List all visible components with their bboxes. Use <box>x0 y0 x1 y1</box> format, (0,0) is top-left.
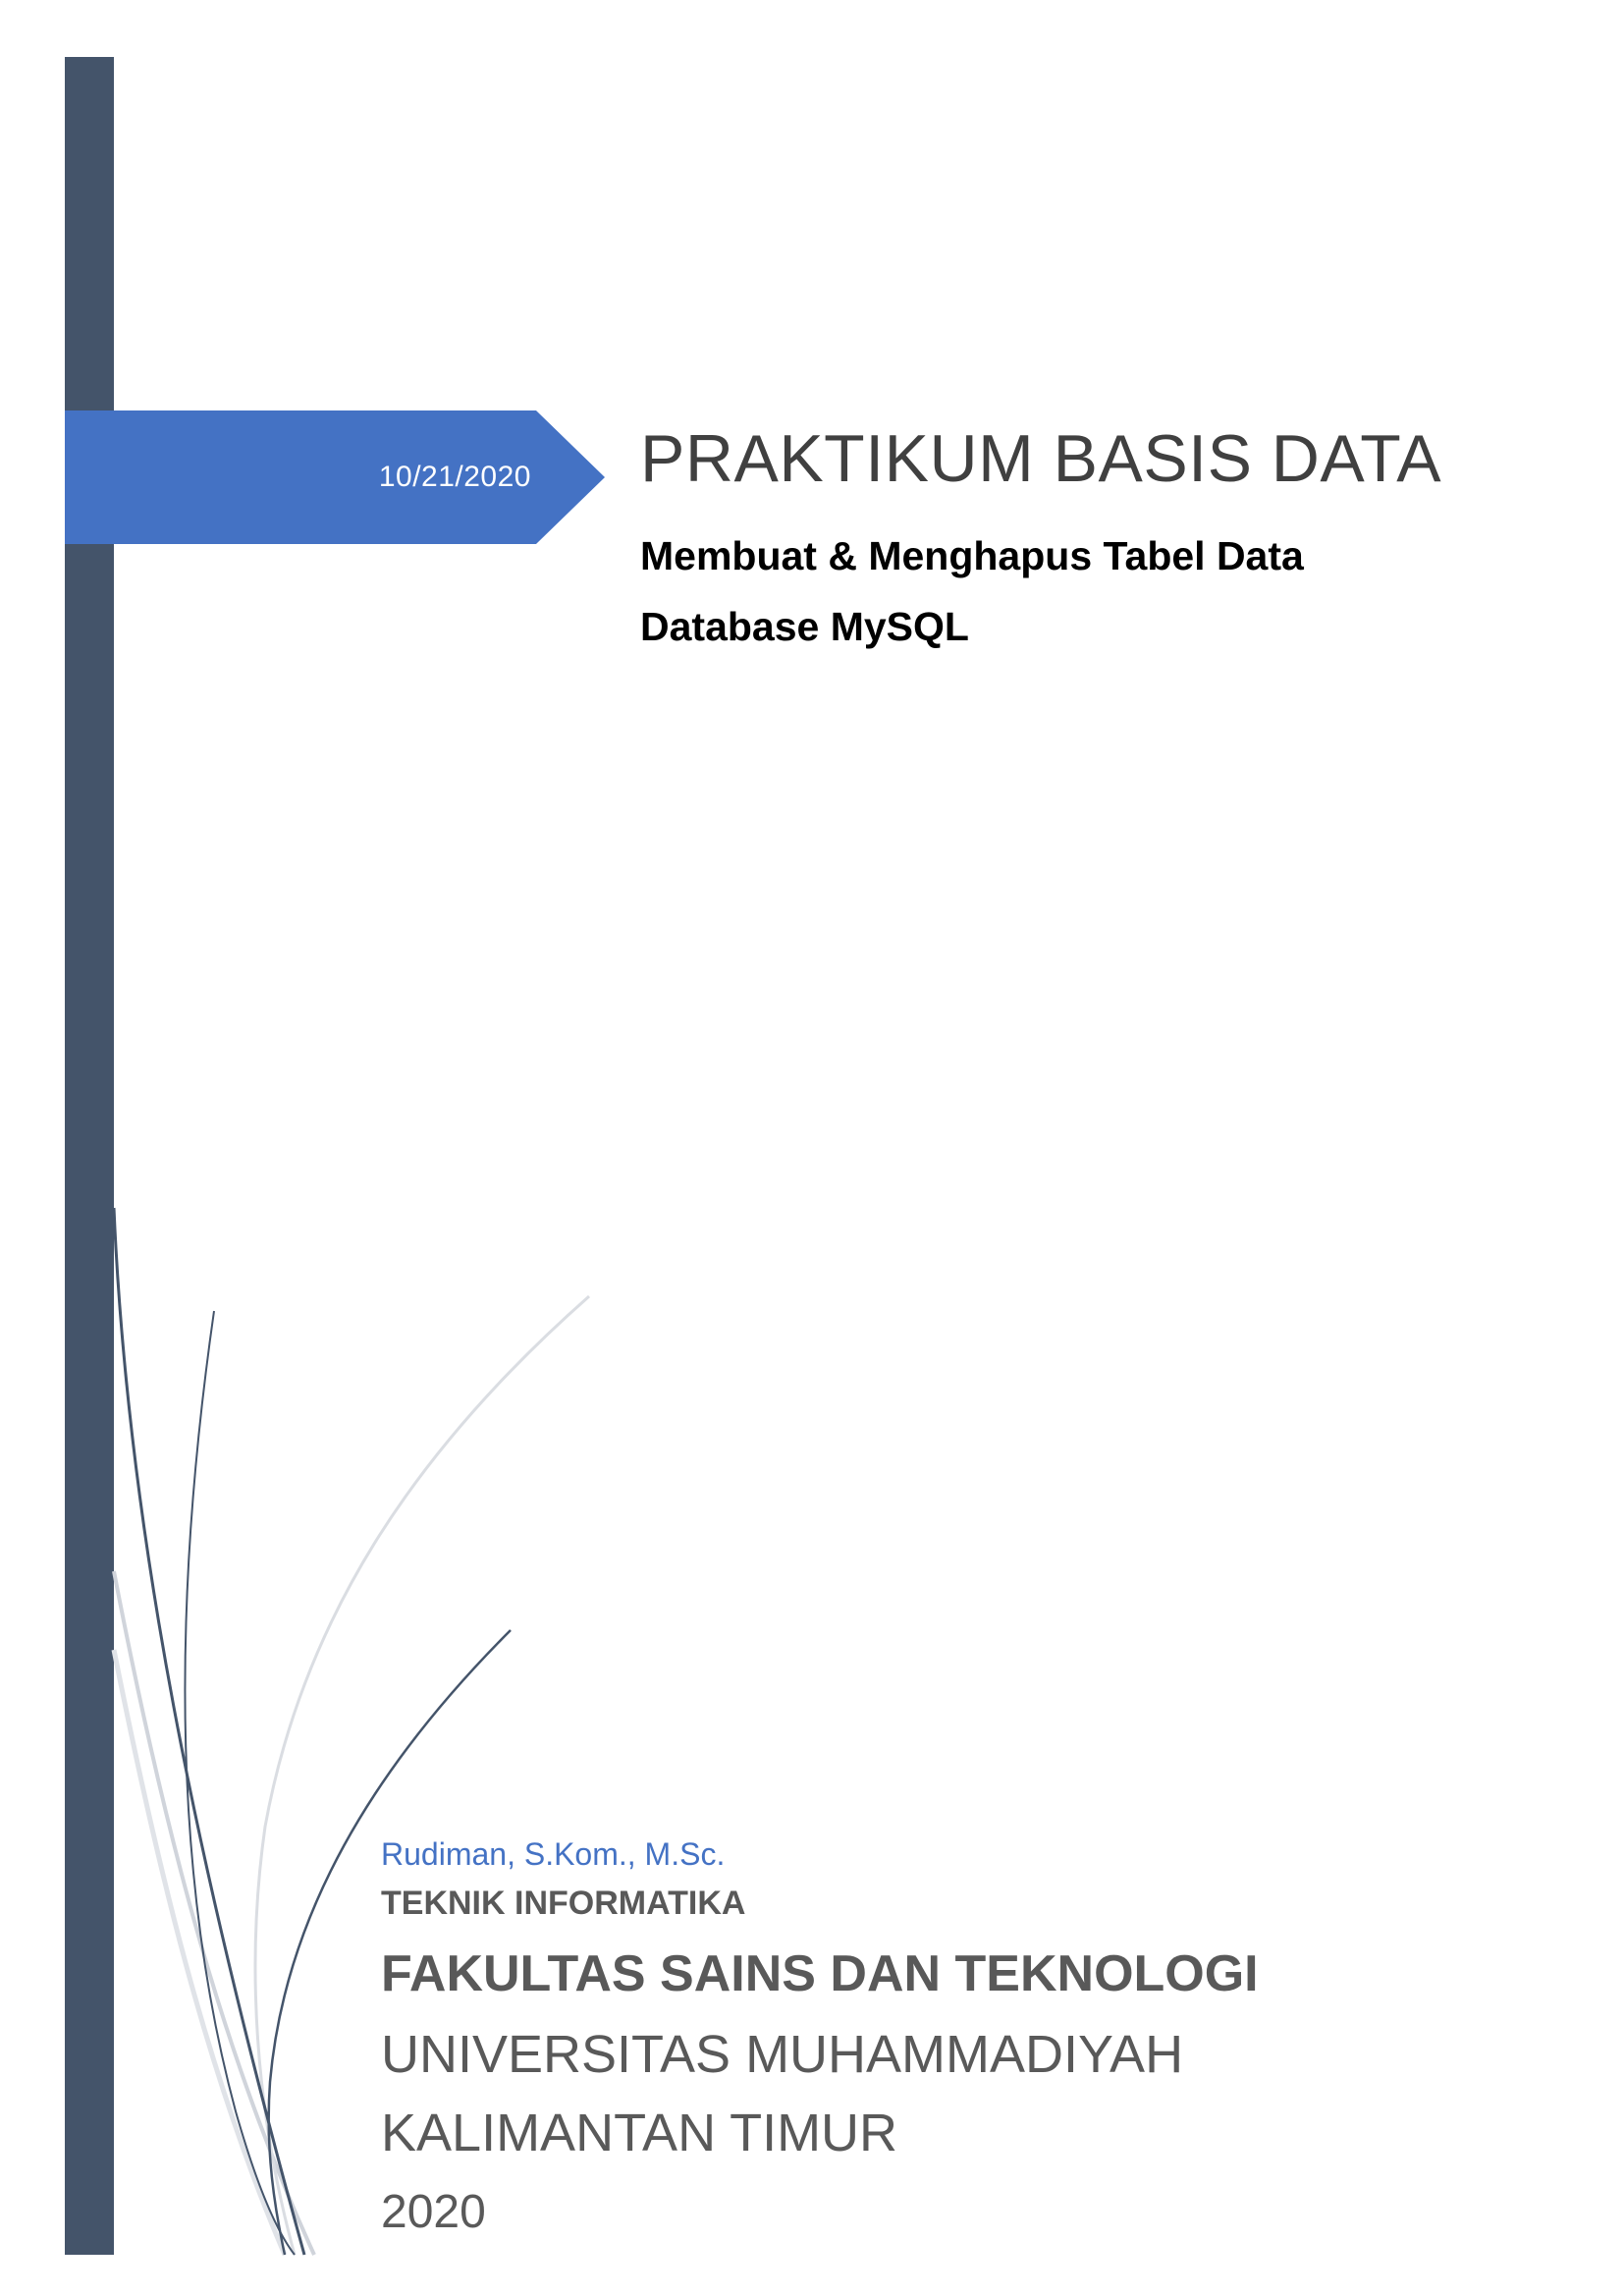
university-line-2: KALIMANTAN TIMUR <box>381 2104 898 2162</box>
subtitle-line-2: Database MySQL <box>640 604 969 649</box>
university-line-1: UNIVERSITAS MUHAMMADIYAH <box>381 2025 1184 2084</box>
author-name: Rudiman, S.Kom., M.Sc. <box>381 1836 726 1872</box>
document-title: PRAKTIKUM BASIS DATA <box>640 421 1442 496</box>
banner-arrow-shape <box>65 410 605 544</box>
document-subtitle: Membuat & Menghapus Tabel Data Database … <box>640 520 1524 662</box>
cover-date: 10/21/2020 <box>378 461 531 493</box>
author-block: Rudiman, S.Kom., M.Sc. TEKNIK INFORMATIK… <box>381 1831 1559 2253</box>
date-banner: 10/21/2020 <box>65 410 605 544</box>
publication-year: 2020 <box>381 2186 486 2238</box>
department: TEKNIK INFORMATIKA <box>381 1885 746 1922</box>
university-name: UNIVERSITAS MUHAMMADIYAH KALIMANTAN TIMU… <box>381 2015 1559 2172</box>
faculty-name: FAKULTAS SAINS DAN TEKNOLOGI <box>381 1945 1259 2002</box>
subtitle-line-1: Membuat & Menghapus Tabel Data <box>640 533 1304 578</box>
